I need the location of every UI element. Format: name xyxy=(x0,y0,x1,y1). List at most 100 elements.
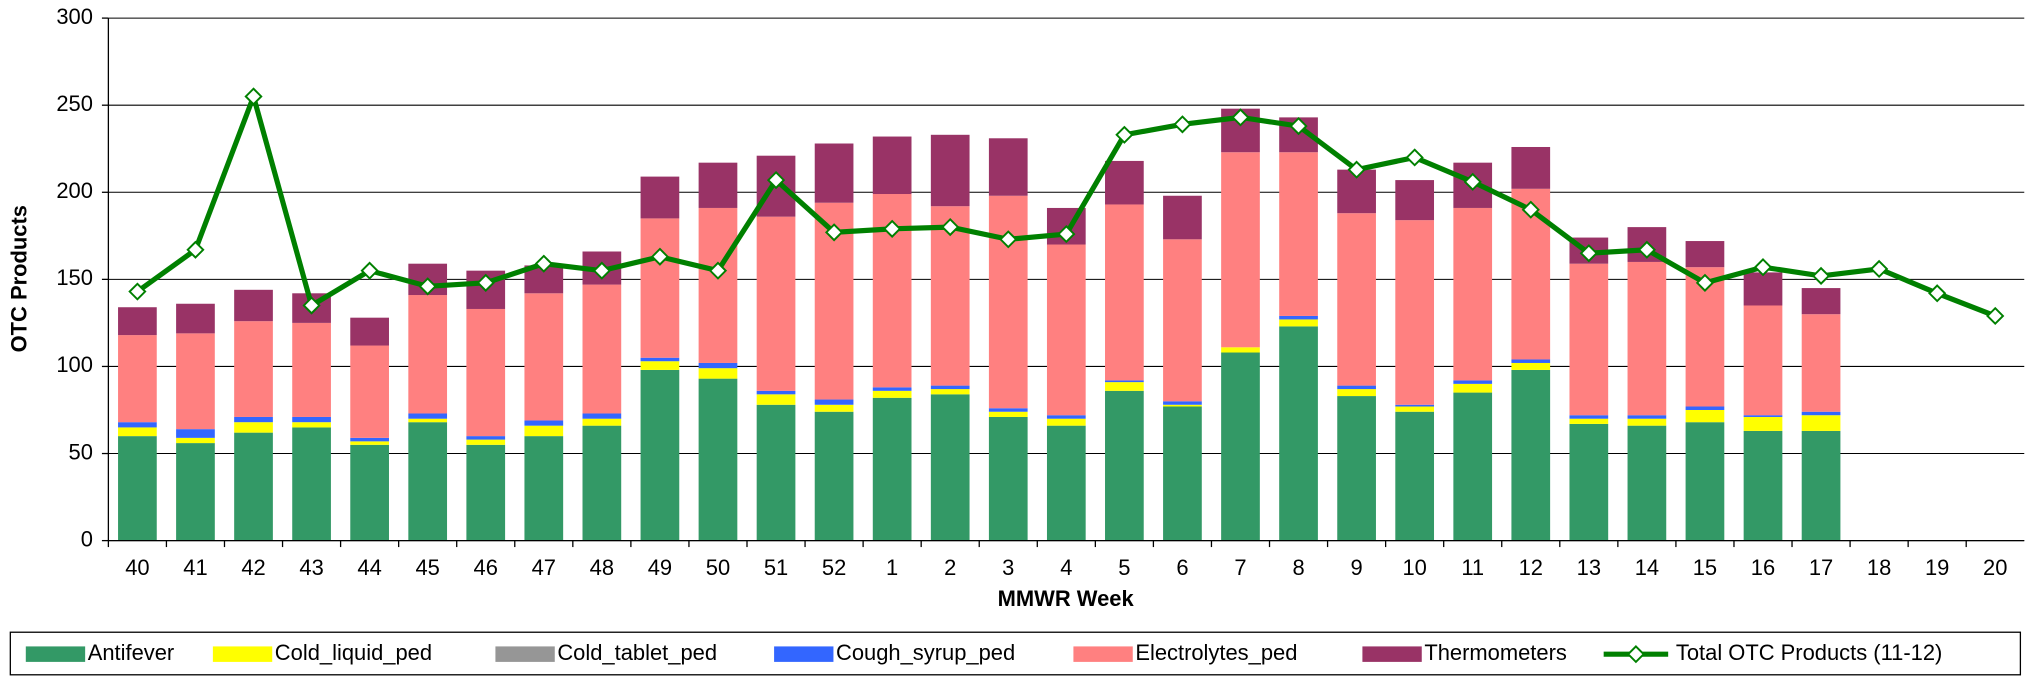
bar-segment xyxy=(118,307,157,336)
bar-segment xyxy=(1569,418,1609,424)
line-marker xyxy=(1870,259,1889,279)
x-tick-label: 1 xyxy=(886,555,898,580)
line-marker xyxy=(1928,284,1947,303)
x-tick-label: 49 xyxy=(648,555,672,580)
bar-segment xyxy=(1221,352,1260,541)
bar-segment xyxy=(872,387,912,391)
bar-segment xyxy=(1743,272,1783,306)
bar-segment xyxy=(350,441,389,445)
x-tick-label: 8 xyxy=(1292,555,1304,580)
x-tick-label: 51 xyxy=(764,555,788,580)
x-tick-label: 11 xyxy=(1461,555,1484,580)
x-tick-label: 6 xyxy=(1176,555,1188,580)
bar-segment xyxy=(1105,380,1144,383)
bar-segment xyxy=(582,418,622,426)
bar-segment xyxy=(1163,239,1202,402)
bar-segment xyxy=(698,362,738,369)
legend-swatch xyxy=(1073,646,1133,662)
bar-segment xyxy=(234,289,273,322)
bar-segment xyxy=(1685,422,1725,541)
bar-segment xyxy=(756,404,796,541)
bar-segment xyxy=(930,385,970,390)
bar-segment xyxy=(234,416,273,423)
x-tick-label: 19 xyxy=(1925,555,1949,580)
legend-label: Cold_tablet_ped xyxy=(557,640,717,665)
bar-segment xyxy=(1801,430,1841,541)
legend-label: Cough_syrup_ped xyxy=(836,640,1015,665)
legend-swatch xyxy=(212,646,273,662)
bar-segment xyxy=(1685,406,1725,410)
bar-segment xyxy=(872,390,912,398)
line-marker xyxy=(708,261,728,280)
line-marker xyxy=(1811,266,1831,285)
bar-segment xyxy=(1685,409,1725,423)
bar-segment xyxy=(1453,383,1493,393)
bar-segment xyxy=(1279,326,1318,541)
bar-segment xyxy=(408,413,448,419)
bar-segment xyxy=(1337,385,1376,390)
bar-segment xyxy=(1046,415,1086,419)
legend-marker xyxy=(1626,645,1646,664)
line-marker xyxy=(186,240,205,259)
bar-segment xyxy=(1395,404,1435,407)
bar-segment xyxy=(408,422,448,541)
x-tick-label: 3 xyxy=(1002,555,1014,580)
bar-segment xyxy=(350,437,389,442)
bar-segment xyxy=(814,399,854,405)
bar-segment xyxy=(698,162,738,208)
bar-segment xyxy=(814,404,854,412)
bar-segment xyxy=(640,176,680,219)
bar-segment xyxy=(1453,392,1493,541)
x-axis-title: MMWR Week xyxy=(998,586,1135,611)
x-tick-label: 16 xyxy=(1751,555,1775,580)
x-tick-label: 48 xyxy=(590,555,614,580)
line-marker xyxy=(766,170,786,190)
x-tick-label: 9 xyxy=(1351,555,1363,580)
bar-segment xyxy=(1569,423,1609,541)
bar-segment xyxy=(1105,390,1144,541)
bar-segment xyxy=(1801,411,1841,416)
bar-segment xyxy=(640,357,680,362)
line-marker xyxy=(418,277,437,296)
bar-segment xyxy=(292,322,331,417)
bar-segment xyxy=(176,429,215,438)
line-marker xyxy=(1579,244,1598,263)
legend-swatch xyxy=(495,646,555,662)
bar-segment xyxy=(350,444,389,541)
bar-segment xyxy=(524,425,564,437)
bar-segment xyxy=(814,143,854,203)
line-marker xyxy=(302,296,321,315)
line-marker xyxy=(824,223,844,242)
bar-segment xyxy=(466,439,506,445)
x-tick-label: 10 xyxy=(1402,555,1426,580)
y-tick-label: 50 xyxy=(69,439,93,464)
bar-segment xyxy=(1511,362,1551,370)
x-tick-label: 45 xyxy=(415,555,439,580)
line-marker xyxy=(650,247,670,266)
bar-segment xyxy=(1163,406,1202,541)
line-marker xyxy=(941,218,960,237)
bar-segment xyxy=(234,422,273,433)
bar-segment xyxy=(1337,389,1376,397)
bar-segment xyxy=(1395,406,1435,412)
bar-segment xyxy=(988,195,1028,409)
bar-segment xyxy=(1395,411,1435,541)
y-tick-label: 300 xyxy=(56,4,93,29)
bar-segment xyxy=(292,427,331,541)
bar-segment xyxy=(1046,418,1086,426)
x-tick-label: 20 xyxy=(1983,555,2007,580)
line-marker xyxy=(883,219,902,238)
line-marker xyxy=(1347,160,1366,179)
bar-segment xyxy=(1569,263,1609,416)
x-tick-label: 50 xyxy=(706,555,730,580)
bar-segment xyxy=(872,397,912,541)
bar-segment xyxy=(988,408,1028,412)
bar-segment xyxy=(408,418,448,423)
bar-segment xyxy=(756,216,796,391)
bar-segment xyxy=(1395,220,1435,405)
bar-segment xyxy=(1685,241,1725,268)
bar-segment xyxy=(1279,152,1318,316)
bar-segment xyxy=(640,369,680,541)
bar-segment xyxy=(582,413,622,419)
